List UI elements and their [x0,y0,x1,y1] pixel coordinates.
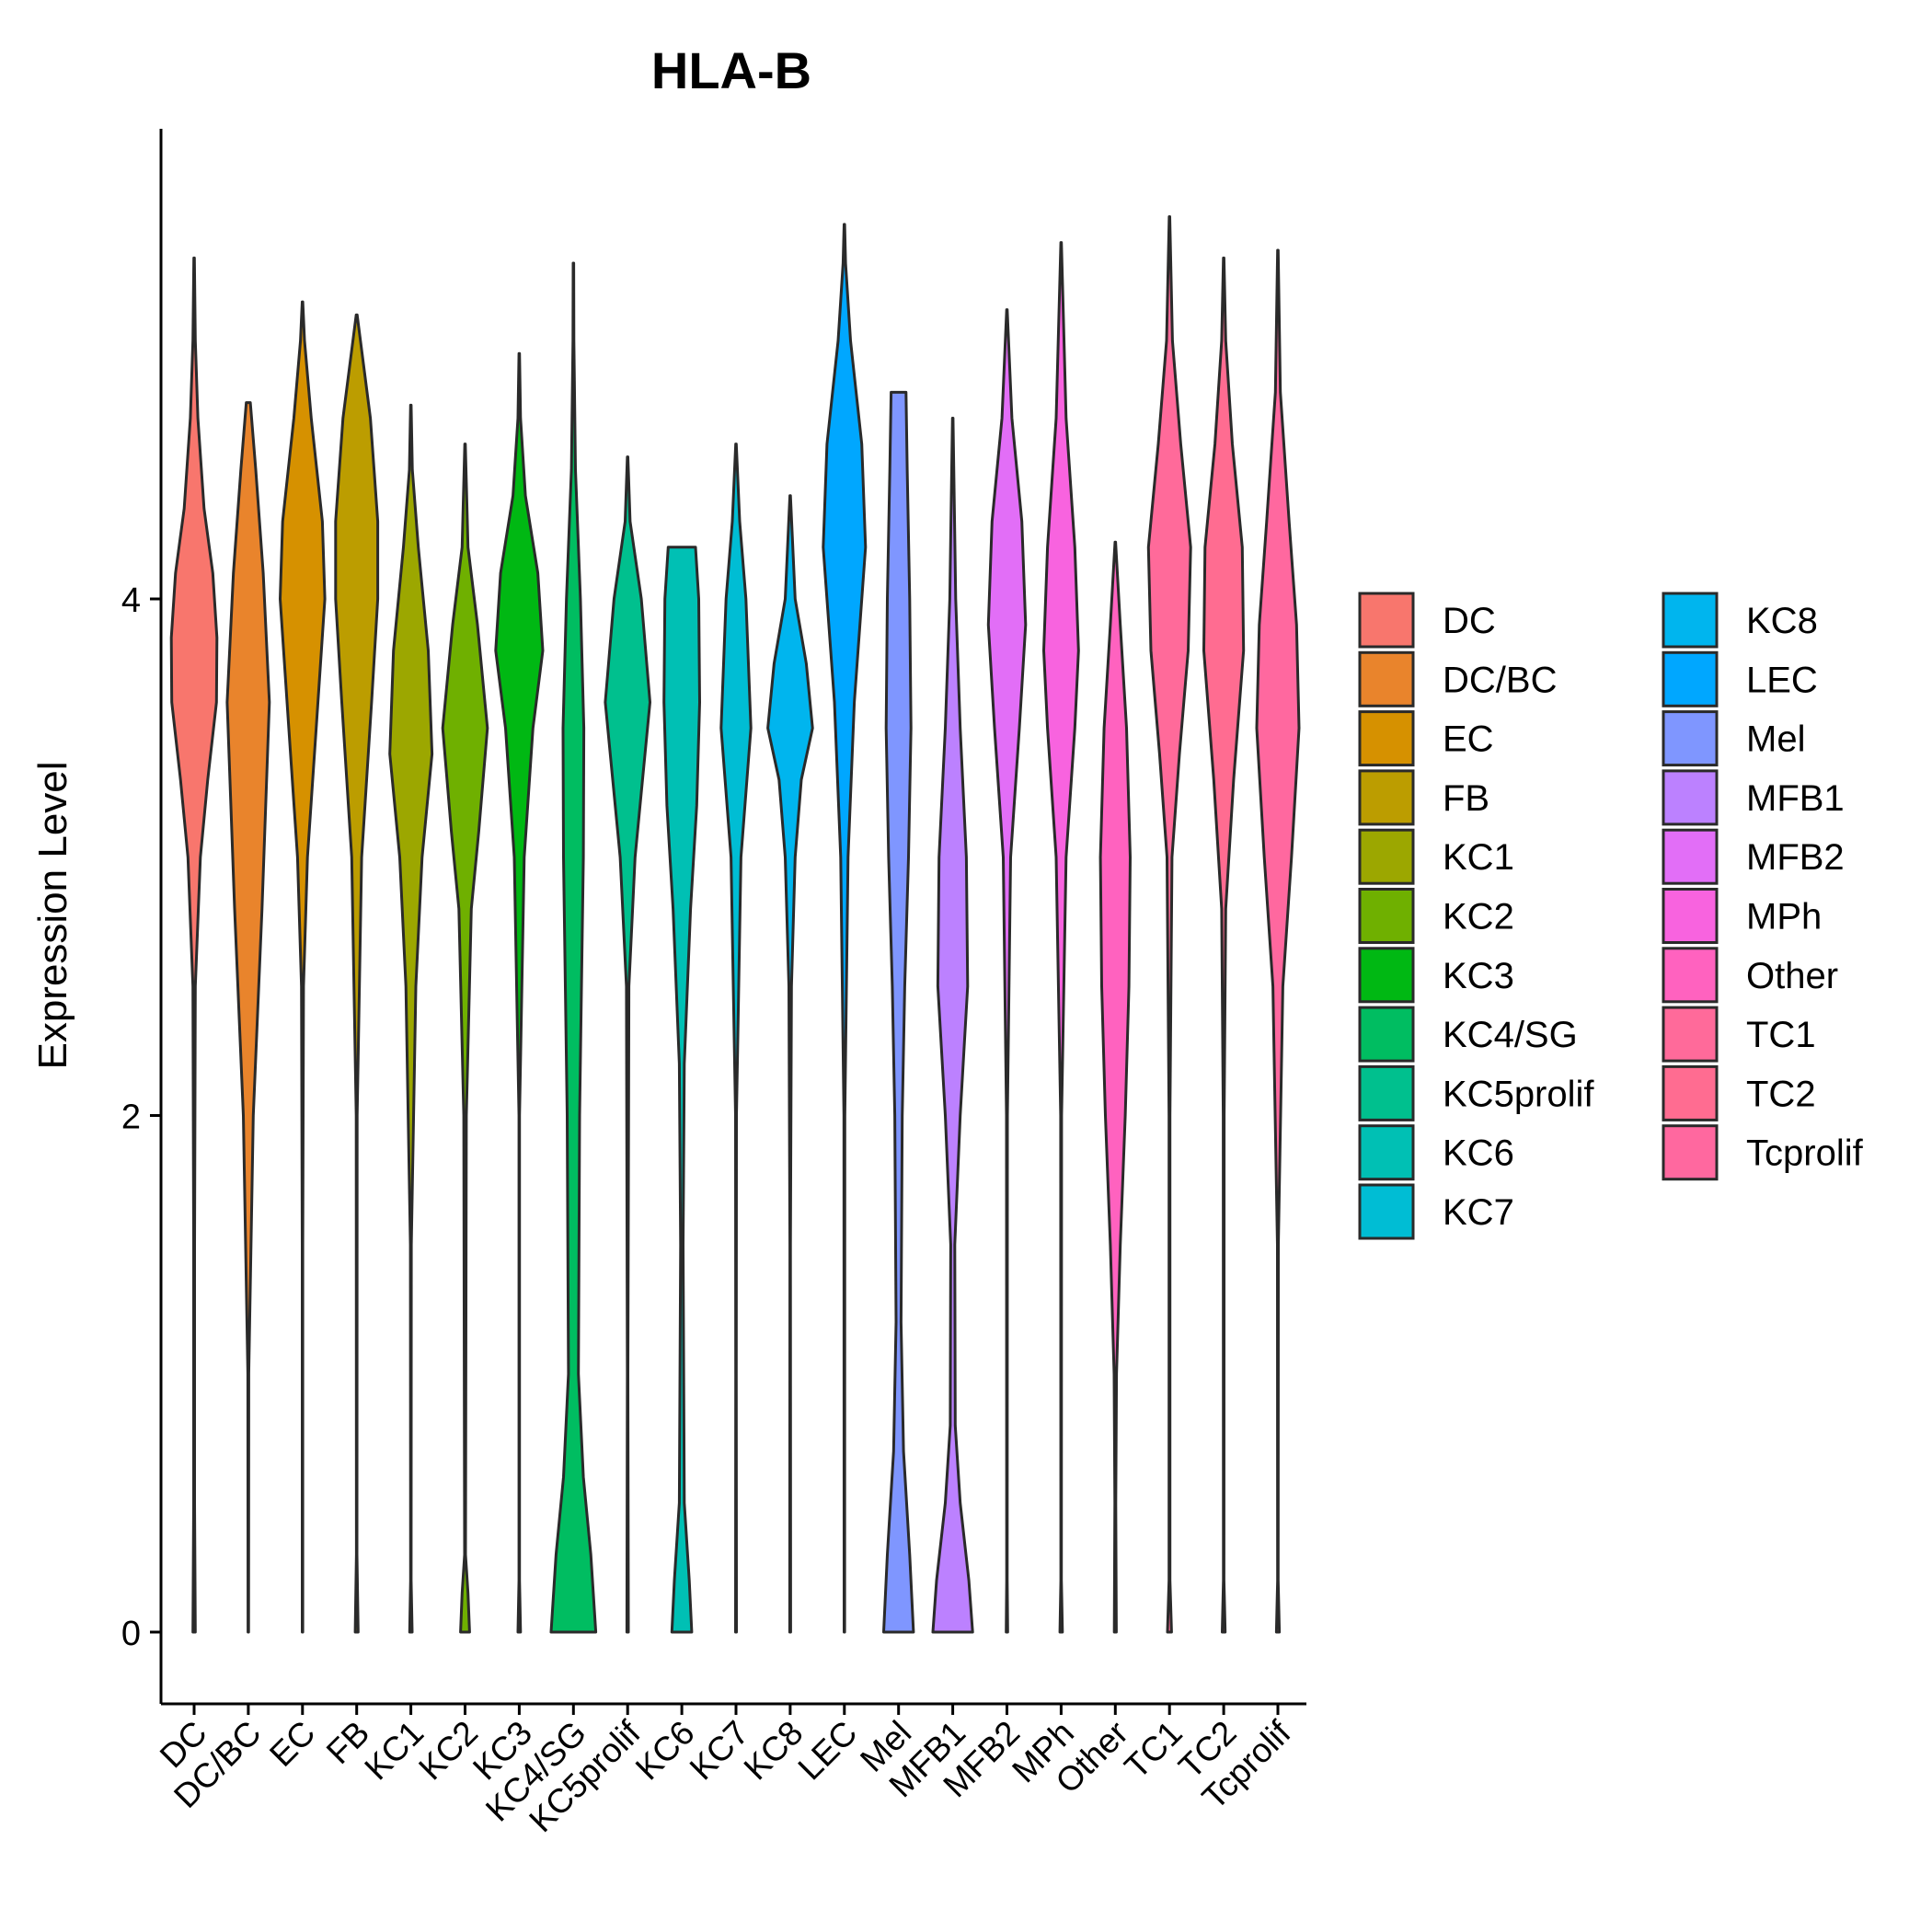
legend-label-kc5prolif: KC5prolif [1443,1074,1594,1114]
legend-label-mfb1: MFB1 [1746,778,1845,819]
legend-label-tcprolif: Tcprolif [1746,1133,1864,1174]
legend-key-tcprolif [1662,1124,1719,1181]
violin-ec [279,300,327,1634]
legend-key-dc-bc [1358,650,1415,707]
legend-key-mph [1662,888,1719,944]
violin-kc1 [388,403,434,1634]
x-tick-label-tc1: TC1 [1117,1714,1189,1786]
y-tick-label: 0 [121,1615,141,1653]
chart-title: HLA-B [651,41,811,99]
x-tick-label-kc8: KC8 [737,1714,811,1788]
violin-mph [1042,241,1080,1634]
legend-key-kc5prolif [1358,1064,1415,1121]
violin-tc1 [1146,215,1192,1634]
legend-label-ec: EC [1443,719,1494,760]
violin-kc2 [441,443,489,1634]
legend-label-kc6: KC6 [1443,1133,1514,1174]
legend-key-kc4-sg [1358,1006,1415,1063]
legend-key-dc [1358,592,1415,649]
legend-label-lec: LEC [1746,660,1818,700]
legend-label-dc: DC [1443,601,1496,641]
x-tick-label-kc6: KC6 [628,1714,702,1788]
legend-label-kc2: KC2 [1443,897,1514,937]
violin-fb [334,313,380,1634]
violin-kc8 [766,494,814,1634]
violin-mfb2 [986,308,1028,1634]
y-tick-label: 2 [121,1098,141,1137]
legend-label-kc8: KC8 [1746,601,1818,641]
legend-key-kc3 [1358,947,1415,1004]
legend-key-fb [1358,769,1415,826]
x-tick-label-kc1: KC1 [357,1714,431,1788]
violin-kc4-sg [549,261,598,1634]
legend-key-ec [1358,710,1415,767]
violin-mfb1 [931,417,974,1634]
legend-label-dc-bc: DC/BC [1443,660,1557,700]
legend-key-tc1 [1662,1006,1719,1063]
violin-kc5prolif [604,455,651,1634]
violin-kc3 [494,351,545,1634]
legend-key-kc8 [1662,592,1719,649]
legend-key-mel [1662,710,1719,767]
violin-other [1098,540,1132,1634]
violin-mel [882,390,915,1634]
legend-label-mel: Mel [1746,719,1805,760]
legend-label-kc1: KC1 [1443,837,1514,878]
legend-key-tc2 [1662,1064,1719,1121]
violin-tcprolif [1255,248,1301,1634]
violin-dc [169,256,219,1634]
legend-label-mph: MPh [1746,897,1822,937]
legend-label-tc2: TC2 [1746,1074,1816,1114]
legend-key-kc6 [1358,1124,1415,1181]
x-tick-label-lec: LEC [791,1714,865,1788]
x-tick-label-kc2: KC2 [411,1714,485,1788]
legend-key-kc2 [1358,888,1415,944]
legend-key-other [1662,947,1719,1004]
violin-group [169,215,1301,1634]
legend-label-other: Other [1746,956,1838,996]
x-tick-label-ec: EC [262,1714,322,1774]
legend-key-kc7 [1358,1183,1415,1240]
x-tick-label-kc7: KC7 [683,1714,756,1788]
violin-kc7 [719,443,753,1634]
violin-lec [822,223,868,1634]
legend-label-kc3: KC3 [1443,956,1514,996]
legend-key-mfb1 [1662,769,1719,826]
violin-dc-bc [225,401,271,1634]
legend-label-fb: FB [1443,778,1489,819]
legend-key-mfb2 [1662,828,1719,885]
legend-key-kc1 [1358,828,1415,885]
y-axis-label: Expression Level [30,761,75,1069]
legend-label-kc7: KC7 [1443,1192,1514,1233]
y-tick-label: 4 [121,581,141,620]
legend-label-tc1: TC1 [1746,1015,1816,1055]
legend: DC DC/BC EC FB KC1 KC2 KC3 KC4/SG KC5prolif KC6 KC… [1358,592,1864,1240]
violin-tc2 [1202,256,1246,1634]
legend-key-lec [1662,650,1719,707]
legend-label-kc4-sg: KC4/SG [1443,1015,1578,1055]
violin-kc6 [662,546,701,1634]
legend-label-mfb2: MFB2 [1746,837,1845,878]
